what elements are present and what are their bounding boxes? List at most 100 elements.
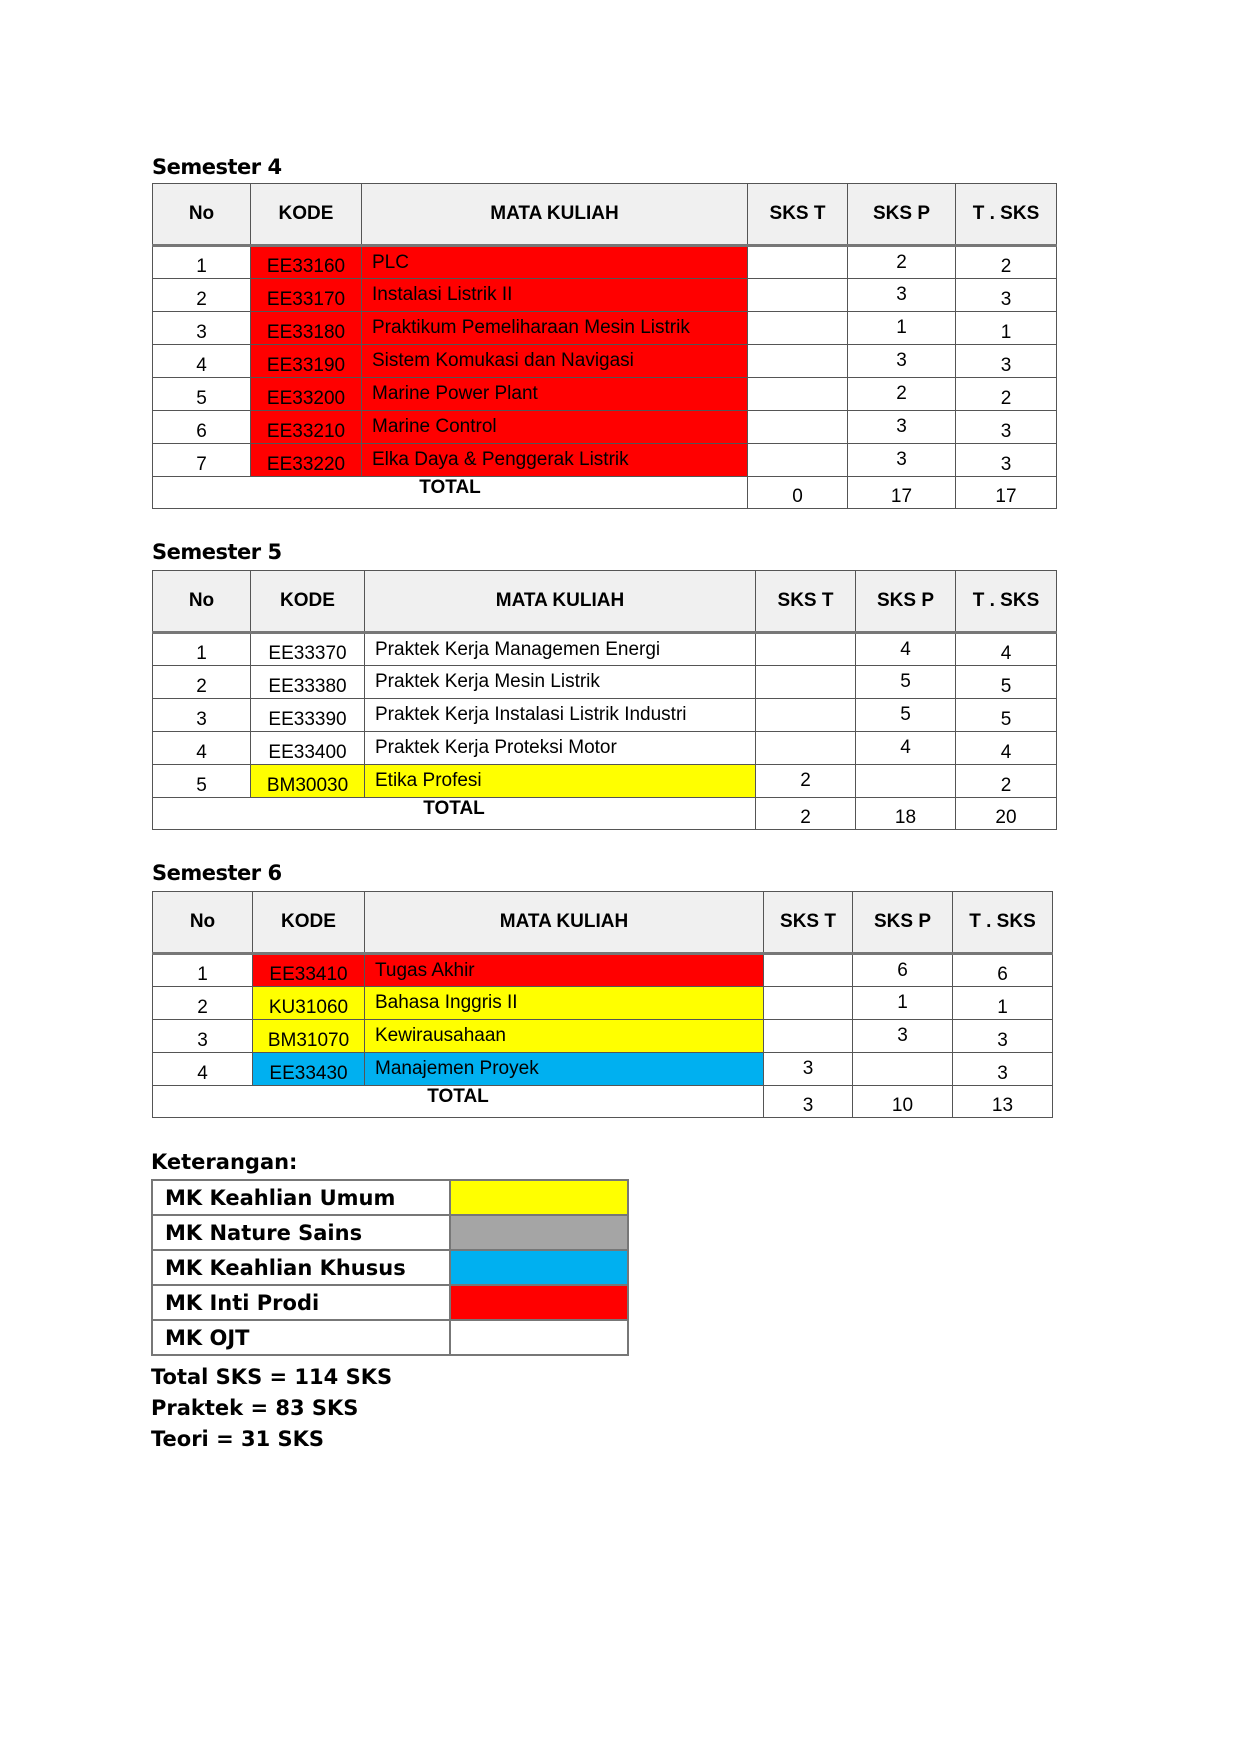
- sks-total: 6: [952, 953, 1053, 987]
- legend-item: MK Keahlian Khusus: [151, 1249, 629, 1286]
- header-kode: KODE: [250, 183, 362, 247]
- legend-color-swatch: [449, 1319, 629, 1356]
- legend-item: MK OJT: [151, 1319, 629, 1356]
- sks-total: 5: [955, 698, 1057, 732]
- header-tsks: T . SKS: [952, 891, 1053, 955]
- sks-t: [755, 731, 856, 765]
- legend-color-swatch: [449, 1179, 629, 1216]
- sks-t: 2: [755, 764, 856, 798]
- sks-t: [755, 632, 856, 666]
- legend-label: MK Keahlian Umum: [151, 1179, 451, 1216]
- sks-p: 5: [855, 698, 956, 732]
- table-row: 4 EE33430 Manajemen Proyek 3 3: [152, 1052, 1053, 1086]
- course-name: Sistem Komukasi dan Navigasi: [361, 344, 748, 378]
- course-name: Bahasa Inggris II: [364, 986, 764, 1020]
- table-row: 7 EE33220 Elka Daya & Penggerak Listrik …: [152, 443, 1057, 477]
- sks-t: [747, 311, 848, 345]
- sks-total: 5: [955, 665, 1057, 699]
- legend-label: MK Keahlian Khusus: [151, 1249, 451, 1286]
- sks-t: [747, 344, 848, 378]
- course-name: Elka Daya & Penggerak Listrik: [361, 443, 748, 477]
- header-kode: KODE: [250, 570, 365, 634]
- legend-color-swatch: [449, 1284, 629, 1321]
- legend-item: MK Keahlian Umum: [151, 1179, 629, 1216]
- course-name: Kewirausahaan: [364, 1019, 764, 1053]
- course-name: Instalasi Listrik II: [361, 278, 748, 312]
- course-code: EE33220: [250, 443, 362, 477]
- sks-p: 3: [852, 1019, 953, 1053]
- total-sks: 17: [955, 476, 1057, 509]
- sks-p: 3: [847, 410, 956, 444]
- total-label: TOTAL: [152, 476, 748, 509]
- total-label: TOTAL: [152, 1085, 764, 1118]
- header-tsks: T . SKS: [955, 570, 1057, 634]
- total-row: TOTAL 0 17 17: [152, 476, 1057, 509]
- total-sks: 13: [952, 1085, 1053, 1118]
- legend-label: MK OJT: [151, 1319, 451, 1356]
- table-row: 3 BM31070 Kewirausahaan 3 3: [152, 1019, 1053, 1053]
- table-row: 3 EE33390 Praktek Kerja Instalasi Listri…: [152, 698, 1057, 732]
- legend-color-swatch: [449, 1214, 629, 1251]
- row-no: 6: [152, 410, 251, 444]
- table-row: 5 EE33200 Marine Power Plant 2 2: [152, 377, 1057, 411]
- semester-title: Semester 6: [152, 861, 282, 885]
- course-name: Praktek Kerja Managemen Energi: [364, 632, 756, 666]
- header-skst: SKS T: [747, 183, 848, 247]
- total-sks: 20: [955, 797, 1057, 830]
- course-code: EE33210: [250, 410, 362, 444]
- sks-p: 2: [847, 245, 956, 279]
- header-mk: MATA KULIAH: [364, 891, 764, 955]
- sks-t: [755, 665, 856, 699]
- total-sks-t: 3: [763, 1085, 853, 1118]
- sks-p: 5: [855, 665, 956, 699]
- summary-line: Praktek = 83 SKS: [151, 1396, 359, 1420]
- header-sksp: SKS P: [852, 891, 953, 955]
- table-row: 1 EE33410 Tugas Akhir 6 6: [152, 953, 1053, 987]
- summary-line: Total SKS = 114 SKS: [151, 1365, 393, 1389]
- sks-total: 3: [955, 443, 1057, 477]
- total-sks-t: 0: [747, 476, 848, 509]
- legend-item: MK Nature Sains: [151, 1214, 629, 1251]
- sks-total: 2: [955, 764, 1057, 798]
- course-name: Etika Profesi: [364, 764, 756, 798]
- sks-t: [763, 986, 853, 1020]
- course-code: EE33380: [250, 665, 365, 699]
- sks-t: [763, 1019, 853, 1053]
- course-name: Marine Power Plant: [361, 377, 748, 411]
- header-no: No: [152, 570, 251, 634]
- legend-label: MK Inti Prodi: [151, 1284, 451, 1321]
- sks-total: 3: [955, 278, 1057, 312]
- sks-p: 3: [847, 344, 956, 378]
- sks-p: 1: [852, 986, 953, 1020]
- course-code: BM30030: [250, 764, 365, 798]
- total-row: TOTAL 3 10 13: [152, 1085, 1053, 1118]
- sks-p: 3: [847, 443, 956, 477]
- row-no: 1: [152, 953, 253, 987]
- summary-line: Teori = 31 SKS: [151, 1427, 325, 1451]
- total-row: TOTAL 2 18 20: [152, 797, 1057, 830]
- course-name: Praktek Kerja Mesin Listrik: [364, 665, 756, 699]
- table-row: 3 EE33180 Praktikum Pemeliharaan Mesin L…: [152, 311, 1057, 345]
- total-sks-p: 18: [855, 797, 956, 830]
- header-no: No: [152, 891, 253, 955]
- sks-p: 2: [847, 377, 956, 411]
- legend-table: MK Keahlian Umum MK Nature Sains MK Keahli…: [151, 1179, 629, 1356]
- header-skst: SKS T: [763, 891, 853, 955]
- course-code: BM31070: [252, 1019, 365, 1053]
- course-name: Tugas Akhir: [364, 953, 764, 987]
- table-row: 5 BM30030 Etika Profesi 2 2: [152, 764, 1057, 798]
- header-tsks: T . SKS: [955, 183, 1057, 247]
- legend-item: MK Inti Prodi: [151, 1284, 629, 1321]
- course-name: Praktek Kerja Proteksi Motor: [364, 731, 756, 765]
- row-no: 2: [152, 986, 253, 1020]
- course-code: EE33400: [250, 731, 365, 765]
- row-no: 4: [152, 1052, 253, 1086]
- legend-label: MK Nature Sains: [151, 1214, 451, 1251]
- header-mk: MATA KULIAH: [361, 183, 748, 247]
- sks-total: 2: [955, 245, 1057, 279]
- row-no: 2: [152, 278, 251, 312]
